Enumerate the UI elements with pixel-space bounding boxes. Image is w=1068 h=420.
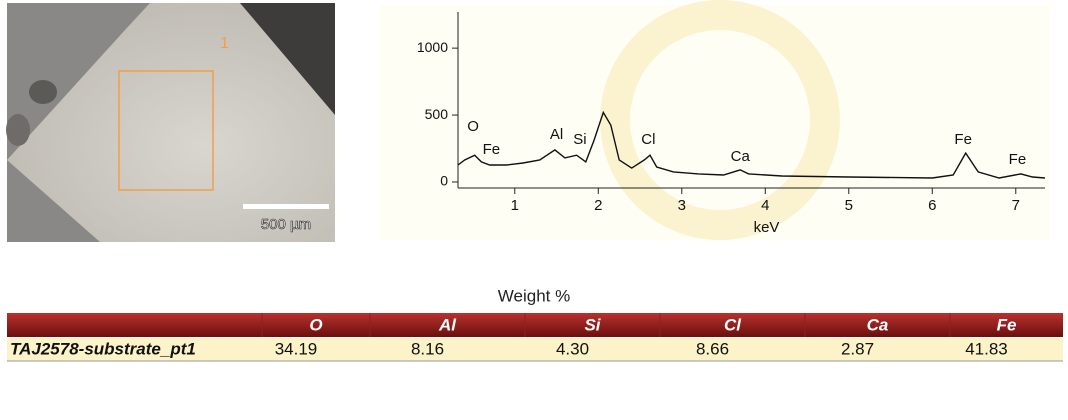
column-header: Si	[584, 315, 601, 334]
peak-label: O	[467, 118, 479, 135]
x-tick-label: 3	[678, 197, 686, 214]
table-header	[7, 313, 1063, 337]
chart-background	[380, 5, 1050, 240]
page: 1 500 µm 050010001234567keVOFeAlSiClCaFe…	[0, 0, 1068, 415]
peak-label: Ca	[731, 148, 751, 165]
sem-image: 1 500 µm	[6, 3, 335, 242]
column-header: Fe	[997, 315, 1017, 334]
table-cell: 8.66	[696, 339, 729, 358]
row-header: TAJ2578-substrate_pt1	[10, 339, 196, 358]
peak-label: Fe	[1009, 151, 1027, 168]
y-tick-label: 1000	[417, 39, 448, 55]
table-cell: 34.19	[275, 339, 318, 358]
peak-label: Al	[550, 126, 563, 143]
table-cell: 2.87	[841, 339, 874, 358]
table-cell: 4.30	[556, 339, 589, 358]
peak-label: Fe	[954, 131, 972, 148]
table-cell: 41.83	[965, 339, 1008, 358]
x-tick-label: 2	[594, 197, 602, 214]
x-tick-label: 7	[1012, 197, 1020, 214]
x-tick-label: 1	[511, 197, 519, 214]
region-label: 1	[220, 35, 229, 52]
x-tick-label: 5	[845, 197, 853, 214]
x-axis-label: keV	[754, 219, 780, 236]
table-title: Weight %	[498, 286, 570, 305]
scale-label: 500 µm	[261, 216, 311, 233]
peak-label: Cl	[641, 131, 655, 148]
table-cell: 8.16	[411, 339, 444, 358]
y-tick-label: 500	[425, 106, 449, 122]
peak-label: Si	[573, 131, 586, 148]
peak-label: Fe	[483, 141, 501, 158]
column-header: Ca	[867, 315, 889, 334]
y-tick-label: 0	[440, 173, 448, 189]
column-header: O	[309, 315, 322, 334]
column-header: Al	[438, 315, 457, 334]
x-tick-label: 6	[928, 197, 936, 214]
x-tick-label: 4	[761, 197, 769, 214]
column-header: Cl	[724, 315, 742, 334]
